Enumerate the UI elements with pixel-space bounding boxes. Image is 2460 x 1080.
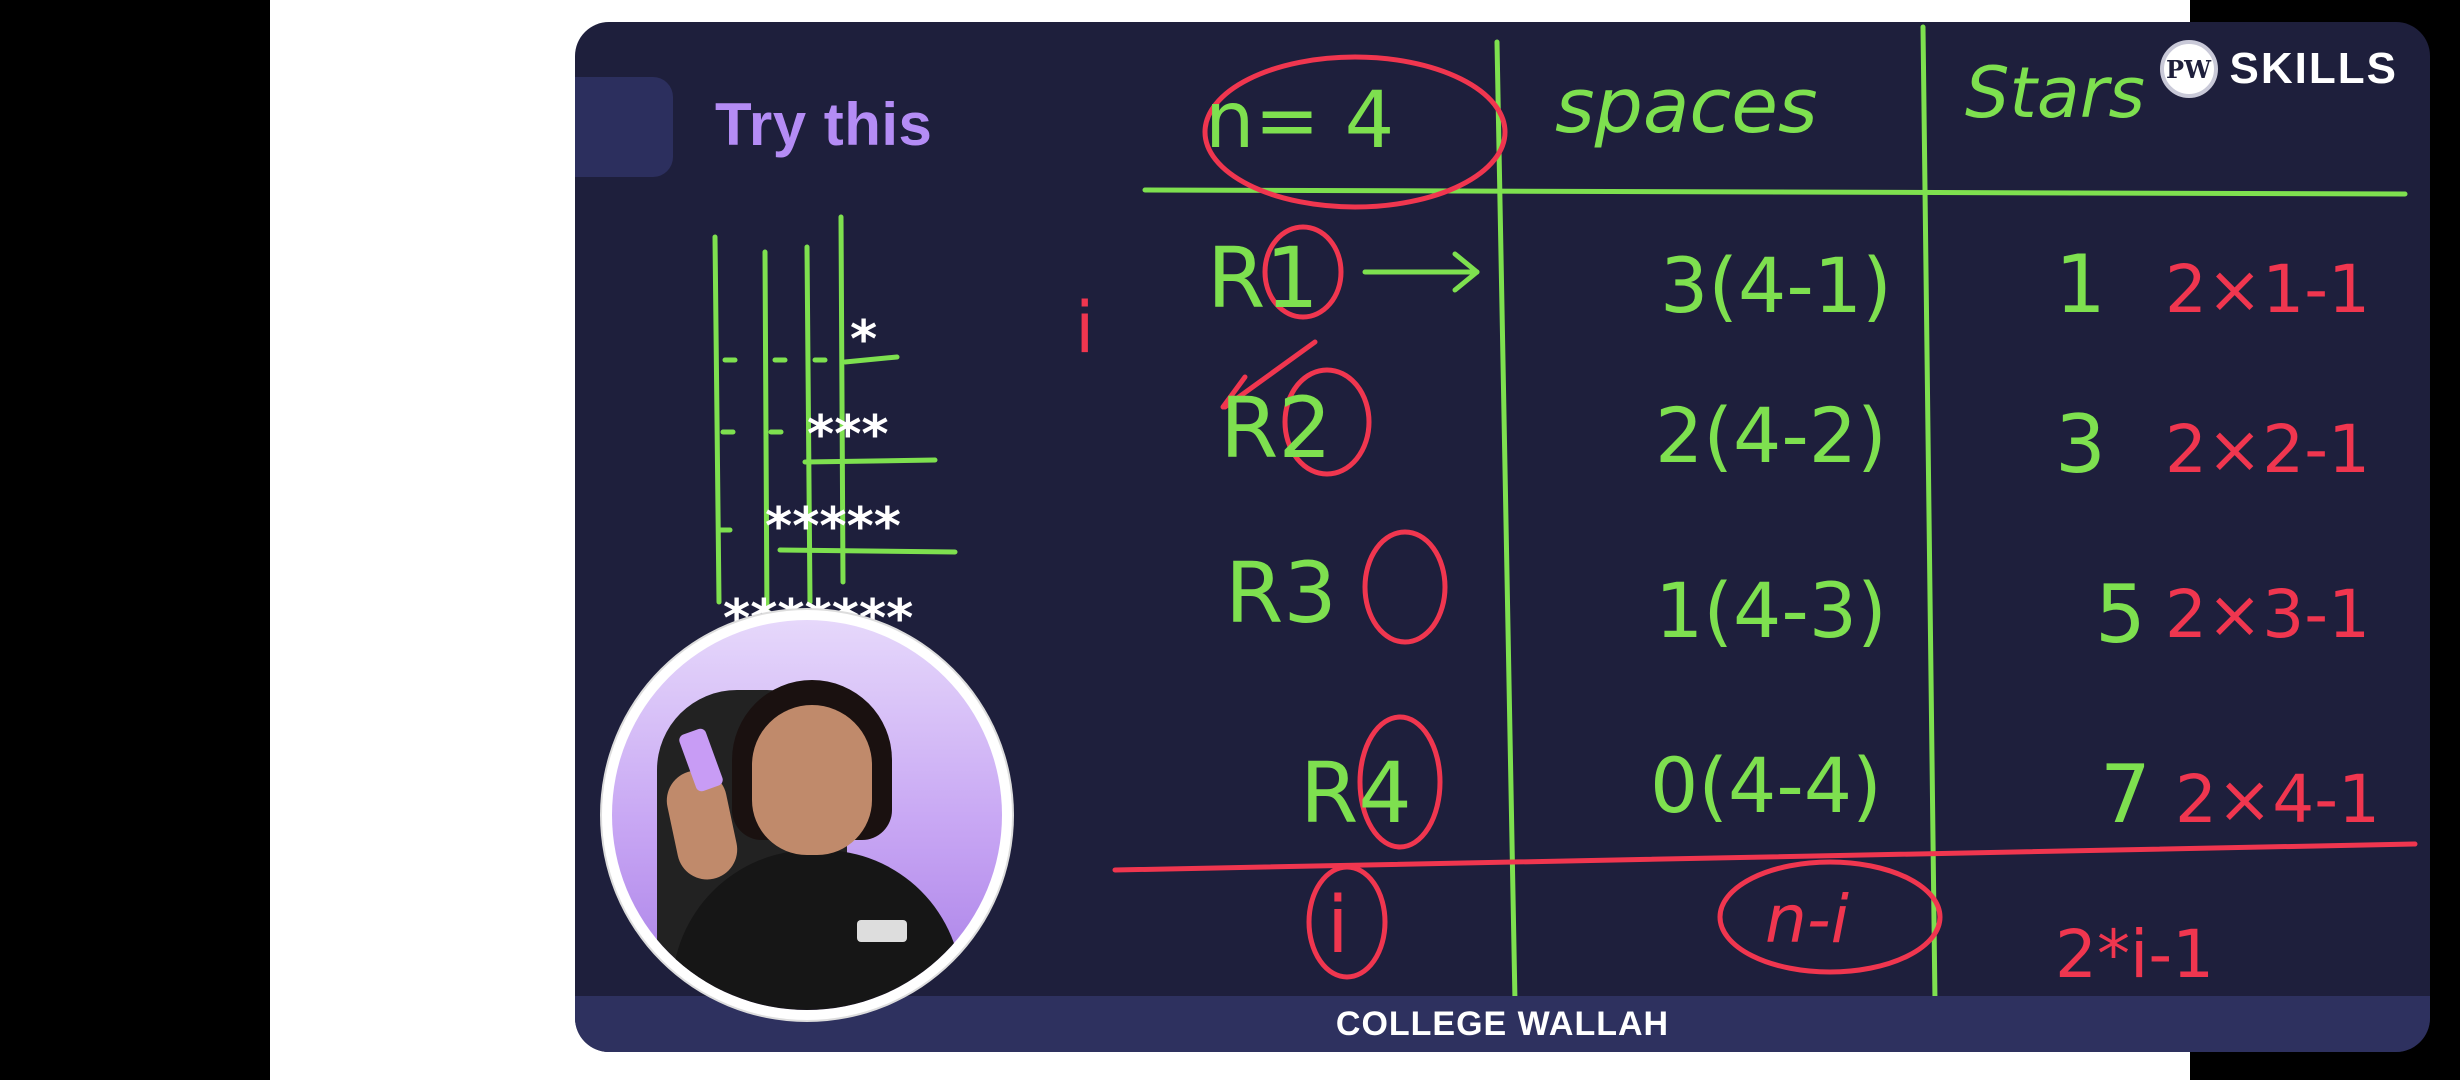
general-divider: [1112, 841, 2418, 873]
footer-text: COLLEGE WALLAH: [1335, 1004, 1670, 1043]
side-tab: [575, 77, 673, 177]
general-row-label: i: [1327, 881, 1349, 971]
stars-formula: 2×3-1: [2165, 576, 2370, 653]
col-spaces-header: spaces: [1555, 61, 1818, 150]
table-col-line-1: [1494, 39, 1518, 1005]
stars-count: 3: [2055, 398, 2106, 491]
stars-count: 1: [2055, 238, 2106, 331]
spaces-value: 0(4-4): [1650, 741, 1882, 830]
pw-skills-logo: PW SKILLS: [2159, 40, 2398, 98]
table-header-line: [1142, 187, 2408, 197]
pw-logo-icon: PW: [2159, 40, 2218, 98]
guide-line: [804, 244, 813, 605]
n-circle: [1202, 54, 1508, 210]
i-label: i: [1075, 287, 1094, 369]
general-spaces: n-i: [1765, 881, 1850, 958]
stars-formula: 2×1-1: [2165, 251, 2370, 328]
video-frame[interactable]: Try this PW SKILLS: [270, 0, 2430, 1080]
stars-count: 5: [2095, 568, 2146, 661]
table-col-line-2: [1920, 24, 1938, 1005]
stars-count: 7: [2100, 748, 2151, 841]
slide-title: Try this: [715, 91, 933, 158]
n-label: n= 4: [1205, 76, 1394, 166]
guide-line: [762, 249, 770, 625]
stars-formula: 2×4-1: [2175, 761, 2380, 838]
guide-line: [838, 214, 846, 585]
row-label: R3: [1225, 544, 1337, 642]
webcam-video: [612, 620, 1002, 1010]
col-stars-header: Stars: [1965, 52, 2145, 134]
row-label: R1: [1207, 229, 1319, 327]
presenter-head: [752, 705, 872, 855]
logo-text: SKILLS: [2229, 44, 2398, 93]
whiteboard-drawing: n= 4 spaces Stars i R1 R2 R3 R4 i 3(4-1)…: [712, 24, 2418, 1005]
guide-line: [712, 234, 722, 605]
n-minus-i-circle: [1717, 859, 1943, 975]
pattern-row: ***: [807, 405, 889, 465]
pattern-row: *: [850, 310, 877, 370]
pattern-row: *****: [765, 497, 901, 557]
webcam-presenter: [602, 610, 1012, 1020]
stars-formula: 2×2-1: [2165, 411, 2370, 488]
general-stars: 2*i-1: [2055, 916, 2214, 993]
spaces-value: 1(4-3): [1655, 566, 1887, 655]
row-label: R2: [1220, 379, 1332, 477]
shirt-logo: [857, 920, 907, 942]
spaces-value: 2(4-2): [1655, 391, 1887, 480]
spaces-value: 3(4-1): [1660, 241, 1892, 330]
row-label: R4: [1300, 744, 1412, 842]
